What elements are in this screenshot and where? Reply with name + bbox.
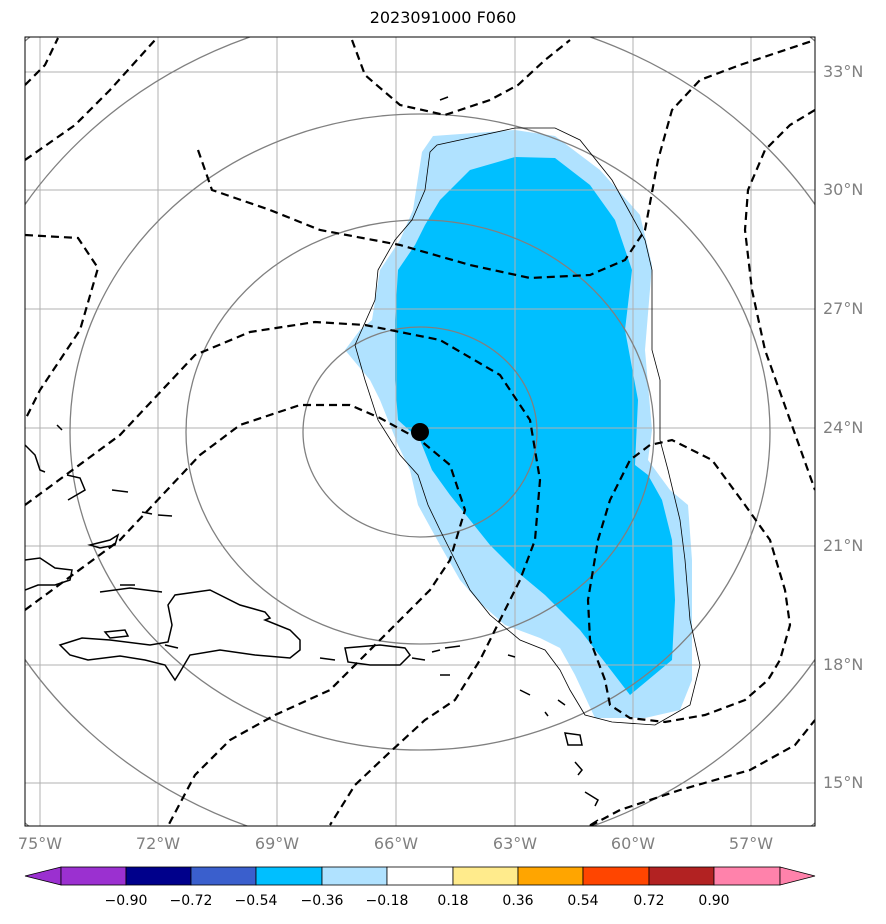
lat-label-33n: 33°N	[823, 62, 864, 81]
map-frame	[24, 36, 816, 827]
colorbar-tick: 0.54	[567, 893, 599, 909]
colorbar-tick: −0.18	[365, 893, 409, 909]
storm-center-marker	[411, 423, 429, 441]
colorbar	[24, 866, 816, 886]
colorbar-tick: 0.18	[437, 893, 469, 909]
lon-label-57w: 57°W	[728, 834, 774, 853]
cuba-coast	[25, 557, 73, 591]
colorbar-tick: −0.36	[300, 893, 344, 909]
dashed-contours	[25, 37, 815, 826]
lon-label-69w: 69°W	[254, 834, 300, 853]
lat-label-21n: 21°N	[823, 536, 864, 555]
lon-label-63w: 63°W	[492, 834, 538, 853]
lat-label-18n: 18°N	[823, 655, 864, 674]
colorbar-tick: −0.54	[234, 893, 278, 909]
colorbar-low-extension	[24, 866, 62, 886]
colorbar-tick: 0.36	[502, 893, 534, 909]
lat-label-15n: 15°N	[823, 773, 864, 792]
hispaniola-coast	[58, 589, 301, 682]
puerto-rico-coast	[344, 644, 411, 666]
lon-label-60w: 60°W	[610, 834, 656, 853]
coastlines	[25, 96, 599, 826]
colorbar-high-extension	[779, 866, 816, 886]
lat-label-24n: 24°N	[823, 418, 864, 437]
probability-outline	[354, 127, 701, 726]
lon-label-66w: 66°W	[373, 834, 419, 853]
colorbar-tick: −0.72	[169, 893, 213, 909]
colorbar-tick: 0.90	[698, 893, 730, 909]
lat-label-27n: 27°N	[823, 299, 864, 318]
colorbar-tick: 0.72	[633, 893, 665, 909]
colorbar-tick: −0.90	[104, 893, 148, 909]
lon-label-72w: 72°W	[135, 834, 181, 853]
lon-label-75w: 75°W	[17, 834, 63, 853]
lat-label-30n: 30°N	[823, 180, 864, 199]
map-title: 2023091000 F060	[369, 8, 517, 27]
blue-shading	[395, 157, 675, 695]
